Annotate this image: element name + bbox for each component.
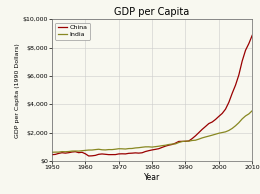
China xyxy=(87,155,90,157)
India xyxy=(251,110,254,112)
India xyxy=(90,149,94,151)
China xyxy=(50,153,54,156)
China xyxy=(94,154,97,157)
Line: China: China xyxy=(52,35,252,156)
India xyxy=(171,143,174,145)
Legend: China, India: China, India xyxy=(55,23,90,40)
China xyxy=(100,153,103,155)
India xyxy=(120,148,124,150)
China xyxy=(251,34,254,36)
Y-axis label: GDP per Capita (1990 Dollars): GDP per Capita (1990 Dollars) xyxy=(15,43,20,138)
Line: India: India xyxy=(52,111,252,152)
China xyxy=(124,153,127,155)
China xyxy=(174,142,177,144)
China xyxy=(160,146,164,149)
China xyxy=(227,101,230,104)
X-axis label: Year: Year xyxy=(144,173,160,182)
Title: GDP per Capita: GDP per Capita xyxy=(114,7,190,17)
India xyxy=(50,151,54,153)
India xyxy=(224,131,227,133)
India xyxy=(97,148,100,150)
India xyxy=(157,145,160,147)
